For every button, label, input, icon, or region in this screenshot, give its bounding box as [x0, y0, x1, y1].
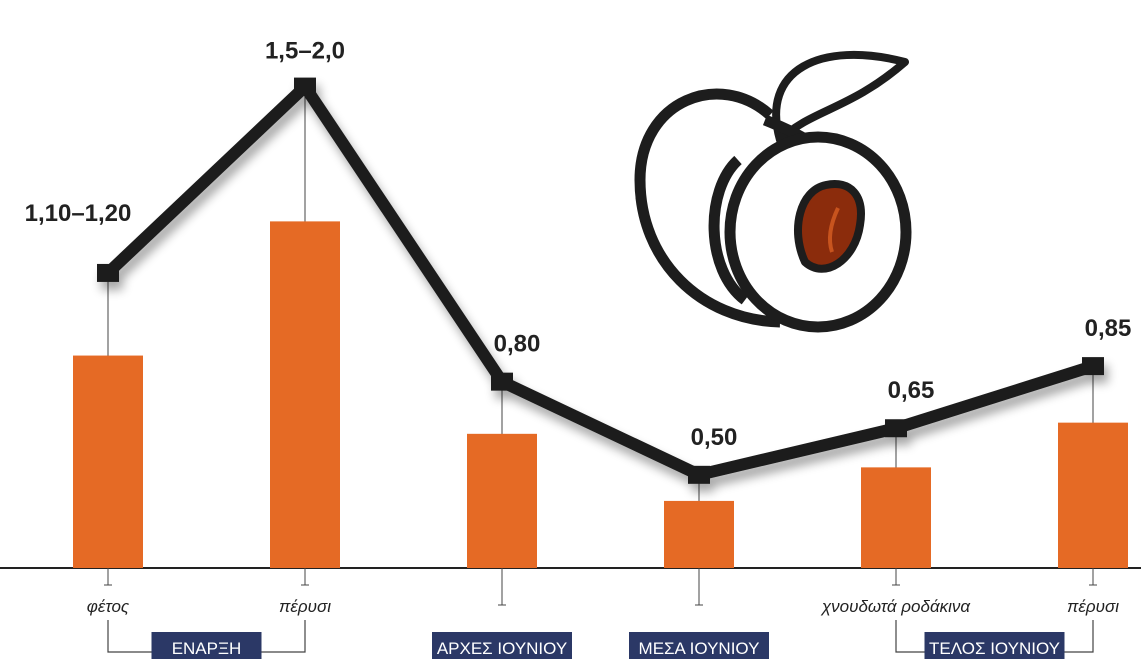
value-label: 0,80 [494, 331, 541, 358]
point-marker [97, 263, 119, 282]
point-marker [688, 465, 710, 484]
point-marker [294, 77, 316, 96]
bar [861, 467, 931, 568]
group-badge [432, 632, 572, 659]
x-tick-label: πέρυσι [279, 597, 331, 616]
value-label: 0,65 [888, 377, 935, 404]
group-badge [629, 632, 769, 659]
bar [1058, 422, 1128, 568]
line-group [97, 77, 1104, 484]
point-marker [1082, 357, 1104, 376]
bar [664, 500, 734, 568]
group-badge [151, 632, 262, 659]
value-label: 0,50 [691, 424, 738, 451]
group-label: ΕΝΑΡΞΗ [172, 639, 242, 658]
value-label: 1,5–2,0 [265, 38, 345, 65]
point-marker [491, 372, 513, 391]
peach-icon [634, 51, 912, 333]
x-tick-label: πέρυσι [1067, 597, 1119, 616]
x-tick-label: χνουδωτά ροδάκινα [820, 597, 972, 616]
group-badge [924, 632, 1065, 659]
x-tick-label: φέτος [87, 597, 130, 616]
value-label: 0,85 [1085, 315, 1132, 342]
group-label: ΜΕΣΑ ΙΟΥΝΙΟΥ [639, 639, 760, 658]
bar [467, 433, 537, 568]
bar [73, 355, 143, 568]
bar [270, 221, 340, 568]
price-line [103, 80, 1095, 481]
group-label: ΑΡΧΕΣ ΙΟΥΝΙΟΥ [437, 639, 567, 658]
value-label: 1,10–1,20 [25, 200, 132, 227]
group-label: ΤΕΛΟΣ ΙΟΥΝΙΟΥ [929, 639, 1060, 658]
point-marker [885, 419, 907, 438]
